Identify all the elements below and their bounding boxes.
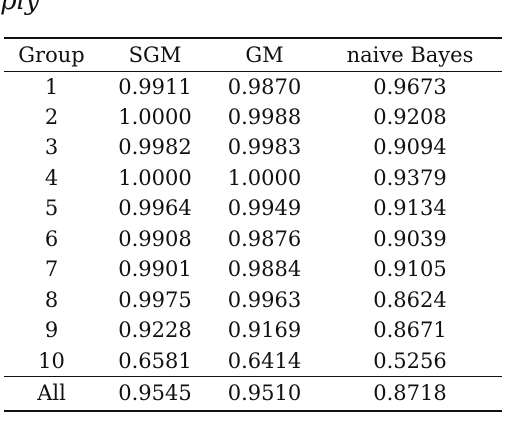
header-group: Group [4,37,99,72]
table-row: 2 1.0000 0.9988 0.9208 [4,102,502,133]
sgm-cell: 1.0000 [118,104,192,129]
header-gm: GM [211,37,318,72]
total-sgm-cell: 0.9545 [99,375,211,412]
table-row: 5 0.9964 0.9949 0.9134 [4,193,502,224]
gm-cell: 0.9169 [227,318,302,343]
table-row: 10 0.6581 0.6414 0.5256 [4,346,502,377]
sgm-cell: 0.9964 [118,196,192,221]
gm-cell: 0.9963 [227,287,302,312]
table-row: 3 0.9982 0.9983 0.9094 [4,132,502,163]
gm-cell: 0.9949 [227,196,302,221]
results-table: Group SGM GM naive Bayes 1 0.9911 0.9870 0.… [4,37,502,412]
gm-cell: 0.9876 [227,226,302,251]
sgm-cell: 0.9911 [118,74,192,99]
naive-bayes-cell: 0.8671 [373,318,447,343]
table-row: 1 0.9911 0.9870 0.9673 [4,71,502,102]
gm-cell: 0.9884 [227,257,302,282]
total-row: All 0.9545 0.9510 0.8718 [4,375,502,412]
naive-bayes-cell: 0.9208 [373,104,447,129]
gm-cell: 0.9983 [227,135,302,160]
naive-bayes-cell: 0.9105 [373,257,447,282]
group-cell: 5 [44,196,59,221]
sgm-cell: 0.9982 [118,135,192,160]
header-naive-bayes: naive Bayes [318,37,502,72]
total-naive-bayes-cell: 0.8718 [318,375,502,412]
gm-cell: 1.0000 [227,165,302,190]
header-row: Group SGM GM naive Bayes [4,37,502,72]
sgm-cell: 1.0000 [118,165,192,190]
naive-bayes-cell: 0.9134 [373,196,447,221]
table-body: 1 0.9911 0.9870 0.9673 2 1.0000 0.9988 0.9208 3 0… [4,71,502,412]
naive-bayes-cell: 0.9039 [373,226,447,251]
group-cell: 7 [44,257,59,282]
table-row: 8 0.9975 0.9963 0.8624 [4,285,502,316]
group-cell: 4 [44,165,59,190]
naive-bayes-cell: 0.9379 [373,165,447,190]
gm-cell: 0.9870 [227,74,302,99]
naive-bayes-cell: 0.9094 [373,135,447,160]
group-cell: 3 [44,135,59,160]
sgm-cell: 0.9901 [118,257,192,282]
group-cell: 10 [38,348,65,373]
group-cell: 9 [44,318,59,343]
group-cell: 1 [44,74,59,99]
total-gm-cell: 0.9510 [211,375,318,412]
group-cell: 2 [44,104,59,129]
table-row: 4 1.0000 1.0000 0.9379 [4,163,502,194]
group-cell: 8 [44,287,59,312]
group-cell: 6 [44,226,59,251]
table-row: 9 0.9228 0.9169 0.8671 [4,315,502,346]
total-group-cell: All [4,375,99,412]
sgm-cell: 0.9975 [118,287,192,312]
naive-bayes-cell: 0.5256 [373,348,447,373]
gm-cell: 0.9988 [227,104,302,129]
naive-bayes-cell: 0.9673 [373,74,447,99]
sgm-cell: 0.9908 [118,226,192,251]
sgm-cell: 0.9228 [118,318,192,343]
cropped-text-fragment: ply [0,0,40,16]
sgm-cell: 0.6581 [118,348,192,373]
table-row: 7 0.9901 0.9884 0.9105 [4,254,502,285]
gm-cell: 0.6414 [227,348,302,373]
table-row: 6 0.9908 0.9876 0.9039 [4,224,502,255]
naive-bayes-cell: 0.8624 [373,287,447,312]
header-sgm: SGM [99,37,211,72]
